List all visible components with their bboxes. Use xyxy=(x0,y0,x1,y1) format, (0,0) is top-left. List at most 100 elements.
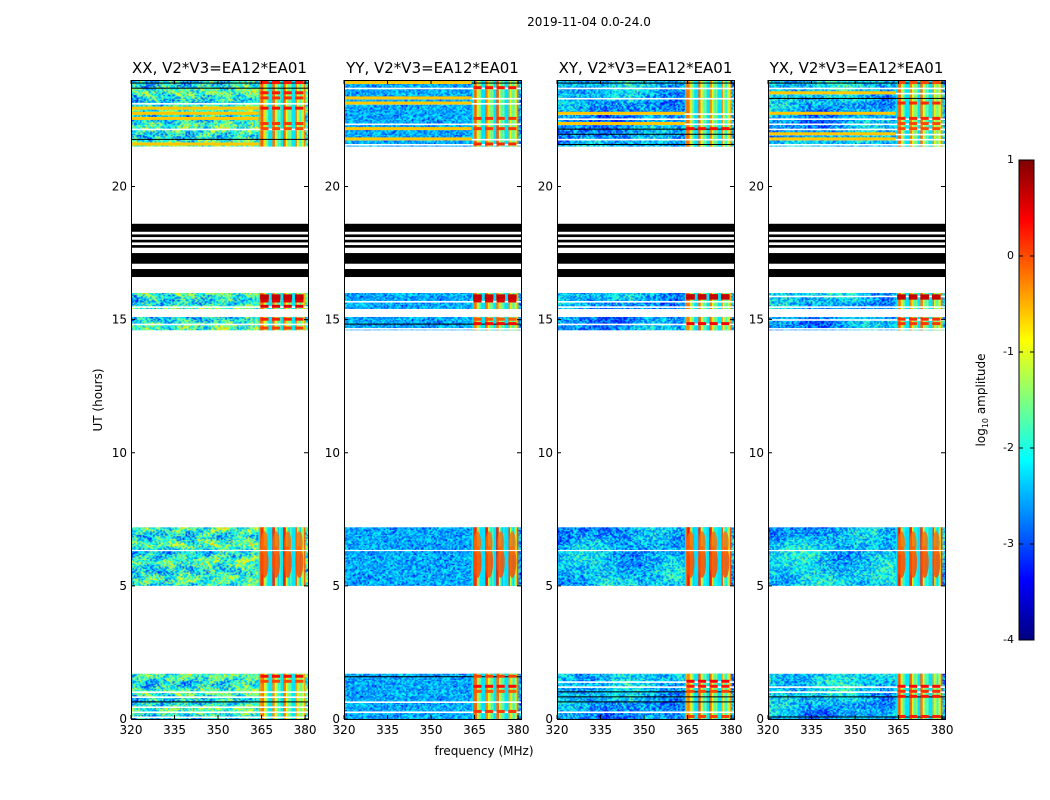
rfi-column xyxy=(298,80,300,147)
rfi-hot-row xyxy=(508,684,517,688)
rfi-hot-row xyxy=(508,142,517,146)
rfi-hot-row xyxy=(485,299,494,303)
rfi-column xyxy=(905,527,907,586)
data-segment xyxy=(344,527,521,586)
rfi-column xyxy=(501,673,504,719)
rfi-hot-row xyxy=(508,322,517,326)
data-segment xyxy=(768,80,945,147)
colorbar-tick-label: -2 xyxy=(1003,441,1014,454)
rfi-column xyxy=(507,80,509,147)
rfi-hot-row xyxy=(698,322,707,326)
rfi-column xyxy=(895,316,898,331)
rfi-column xyxy=(515,80,518,147)
x-tick-label: 335 xyxy=(376,723,399,737)
stripe-gap xyxy=(768,328,945,330)
x-tick-label: 380 xyxy=(931,723,954,737)
rfi-hot-row xyxy=(698,679,707,683)
spectrogram-data xyxy=(131,80,308,719)
rfi-hot-row xyxy=(897,684,906,688)
rfi-hotspot xyxy=(473,545,482,578)
rfi-column xyxy=(303,527,306,586)
rfi-column xyxy=(928,80,931,147)
broadband-row xyxy=(768,91,896,95)
rfi-hot-row xyxy=(697,294,707,300)
rfi-hot-row xyxy=(920,694,929,698)
flagged-bar xyxy=(557,245,734,248)
rfi-hotspot xyxy=(473,531,481,556)
gap-line xyxy=(768,549,945,552)
rfi-hot-row xyxy=(686,294,695,300)
panel-title: YX, V2*V3=EA12*EA01 xyxy=(769,59,944,77)
rfi-hot-row xyxy=(897,294,906,300)
y-tick-label: 10 xyxy=(538,446,553,460)
rfi-column xyxy=(516,527,519,586)
rfi-hot-row xyxy=(283,674,292,678)
rfi-column xyxy=(497,80,500,147)
rfi-column xyxy=(910,80,913,147)
y-tick-label: 20 xyxy=(325,180,340,194)
stripe-gap xyxy=(131,82,308,84)
rfi-hotspot xyxy=(932,545,941,578)
rfi-column xyxy=(284,80,287,147)
stripe-gap xyxy=(557,87,734,90)
rfi-hotspot xyxy=(897,531,905,556)
y-tick-label: 0 xyxy=(119,712,127,726)
rfi-hot-row xyxy=(295,674,304,678)
rfi-hotspot xyxy=(932,531,940,556)
rfi-hot-row xyxy=(272,127,281,131)
rfi-hot-row xyxy=(920,294,930,300)
rfi-column xyxy=(505,527,508,586)
stripe-gap xyxy=(557,686,734,688)
rfi-column xyxy=(279,80,281,147)
rfi-column xyxy=(500,673,503,719)
spectrogram-data xyxy=(344,80,521,719)
stripe-gap xyxy=(131,323,308,326)
rfi-column xyxy=(910,293,913,309)
rfi-column xyxy=(907,80,910,147)
rfi-hot-row xyxy=(496,86,505,90)
rfi-column xyxy=(695,527,698,586)
stripe-gap xyxy=(131,706,308,709)
broadband-row xyxy=(131,116,259,120)
rfi-column xyxy=(493,527,496,586)
rfi-hot-row xyxy=(473,294,482,300)
rfi-column xyxy=(899,80,902,147)
rfi-hot-row xyxy=(283,81,292,85)
panel-frame xyxy=(557,80,735,720)
rfi-column xyxy=(914,80,917,147)
rfi-column xyxy=(295,80,298,147)
stripe-gap xyxy=(344,701,521,703)
rfi-column xyxy=(897,80,899,147)
rfi-hotspot xyxy=(686,531,694,556)
rfi-hotspot xyxy=(897,545,906,578)
rfi-hot-row xyxy=(508,299,517,303)
stripe-gap xyxy=(557,82,734,84)
stripe-gap xyxy=(557,128,734,130)
rfi-column xyxy=(288,80,291,147)
y-tick-label: 0 xyxy=(332,712,340,726)
stripe-gap xyxy=(768,82,945,84)
rfi-column xyxy=(303,293,306,309)
rfi-hot-row xyxy=(295,106,304,110)
rfi-column xyxy=(482,527,485,586)
rfi-column xyxy=(512,80,515,147)
rfi-hot-row xyxy=(932,694,941,698)
stripe-gap xyxy=(344,676,521,678)
rfi-hot-row xyxy=(909,689,918,693)
rfi-column xyxy=(498,80,501,147)
rfi-hot-row xyxy=(897,694,906,698)
rfi-column xyxy=(471,527,474,586)
data-segment xyxy=(131,316,308,331)
rfi-hot-row xyxy=(508,709,517,713)
rfi-hot-row xyxy=(686,684,695,688)
rfi-column xyxy=(933,293,936,309)
stripe-gap xyxy=(768,118,945,121)
rfi-column xyxy=(717,527,720,586)
rfi-hot-row xyxy=(295,317,304,321)
rfi-column xyxy=(485,673,487,719)
rfi-hot-row xyxy=(909,714,918,718)
rfi-column xyxy=(938,293,940,309)
rfi-column xyxy=(728,527,731,586)
rfi-hot-row xyxy=(283,304,292,308)
rfi-column xyxy=(474,673,477,719)
